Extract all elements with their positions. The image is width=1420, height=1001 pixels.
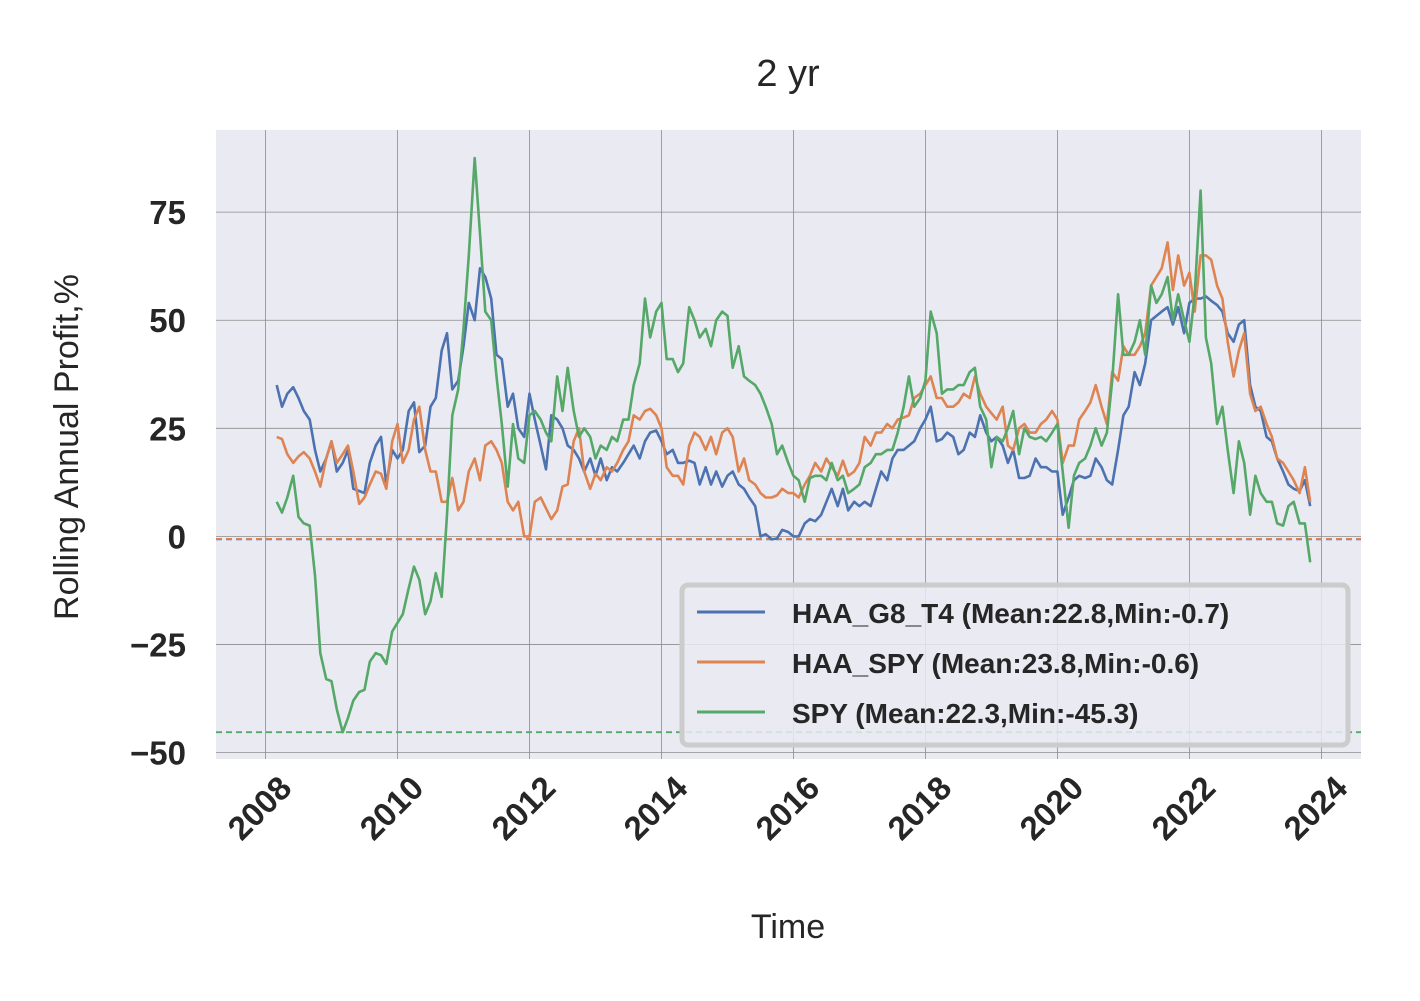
y-axis-label: Rolling Annual Profit,% <box>48 274 86 620</box>
y-tick-label: 0 <box>168 518 186 555</box>
y-tick-labels: 75 50 25 0 −25 −50 <box>130 194 186 771</box>
x-tick-label: 2012 <box>484 769 562 847</box>
series-line-haa-g8-t4 <box>275 267 1312 541</box>
x-tick-label: 2010 <box>352 769 430 847</box>
series-line-spy <box>275 156 1312 734</box>
legend-box <box>679 582 1351 748</box>
x-axis-label: Time <box>751 908 825 946</box>
x-tick-label: 2008 <box>220 769 298 847</box>
legend: HAA_G8_T4 (Mean:22.8,Min:-0.7) HAA_SPY (… <box>679 582 1351 748</box>
chart-title: 2 yr <box>756 53 820 95</box>
legend-label-haa-spy: HAA_SPY (Mean:23.8,Min:-0.6) <box>792 648 1199 679</box>
x-tick-label: 2016 <box>748 769 826 847</box>
x-tick-labels: 2008 2010 2012 2014 2016 2018 2020 2022 2024 <box>220 768 1354 847</box>
x-tick-label: 2022 <box>1144 769 1222 847</box>
y-tick-label: −50 <box>130 735 186 772</box>
x-tick-label: 2018 <box>880 769 958 847</box>
series-layer <box>275 156 1312 734</box>
legend-label-spy: SPY (Mean:22.3,Min:-45.3) <box>792 698 1138 729</box>
y-tick-label: 75 <box>149 194 186 231</box>
legend-label-haa-g8-t4: HAA_G8_T4 (Mean:22.8,Min:-0.7) <box>792 598 1229 629</box>
x-tick-label: 2024 <box>1276 768 1355 847</box>
y-tick-label: −25 <box>130 626 186 663</box>
y-tick-label: 50 <box>149 302 186 339</box>
y-tick-label: 25 <box>149 410 186 447</box>
x-tick-label: 2020 <box>1012 769 1090 847</box>
x-tick-label: 2014 <box>616 768 695 847</box>
